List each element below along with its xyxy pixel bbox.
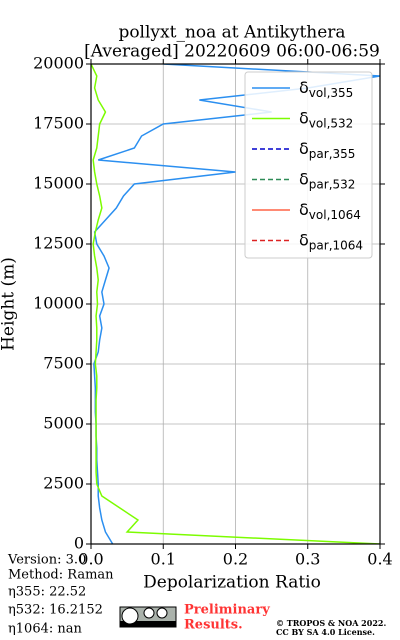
y-tick-label: 15000 <box>33 174 84 193</box>
y-tick-label: 7500 <box>43 354 84 373</box>
chart-title: [Averaged] 20220609 06:00-06:59 <box>84 42 380 62</box>
y-tick-label: 5000 <box>43 414 84 433</box>
y-tick-label: 17500 <box>33 114 84 133</box>
info-text: η355: 22.52 <box>8 585 86 600</box>
legend-label: δvol,355 <box>299 78 353 100</box>
y-tick-label: 2500 <box>43 474 84 493</box>
x-axis-label: Depolarization Ratio <box>143 573 321 593</box>
data-line <box>91 64 380 544</box>
y-tick-label: 20000 <box>33 54 84 73</box>
cc-logo <box>119 606 177 628</box>
info-text: η1064: nan <box>8 622 83 637</box>
preliminary-text: Preliminary <box>184 603 270 618</box>
info-text: Method: Raman <box>8 568 114 583</box>
y-tick-label: 0 <box>74 534 84 553</box>
y-axis-label: Height (m) <box>0 257 19 351</box>
copyright: CC BY SA 4.0 License. <box>276 627 375 637</box>
preliminary-text: Results. <box>184 618 243 633</box>
legend-label: δvol,532 <box>299 108 353 130</box>
legend-label: δpar,1064 <box>299 230 363 252</box>
x-tick-label: 0.2 <box>223 550 248 569</box>
info-text: Version: 3.0 <box>7 553 86 568</box>
plot-frame <box>90 63 381 545</box>
info-text: η532: 16.2152 <box>8 603 103 618</box>
x-tick-label: 0.0 <box>78 550 103 569</box>
chart-title: pollyxt_noa at Antikythera <box>118 23 345 43</box>
data-line <box>93 64 380 544</box>
legend-label: δpar,355 <box>299 139 355 161</box>
y-tick-label: 12500 <box>33 234 84 253</box>
y-tick-label: 10000 <box>33 294 84 313</box>
legend-label: δpar,532 <box>299 169 355 191</box>
x-tick-label: 0.4 <box>367 550 392 569</box>
copyright: © TROPOS & NOA 2022. <box>276 618 386 628</box>
x-tick-label: 0.3 <box>295 550 320 569</box>
legend-label: δvol,1064 <box>299 200 361 222</box>
x-tick-label: 0.1 <box>151 550 176 569</box>
